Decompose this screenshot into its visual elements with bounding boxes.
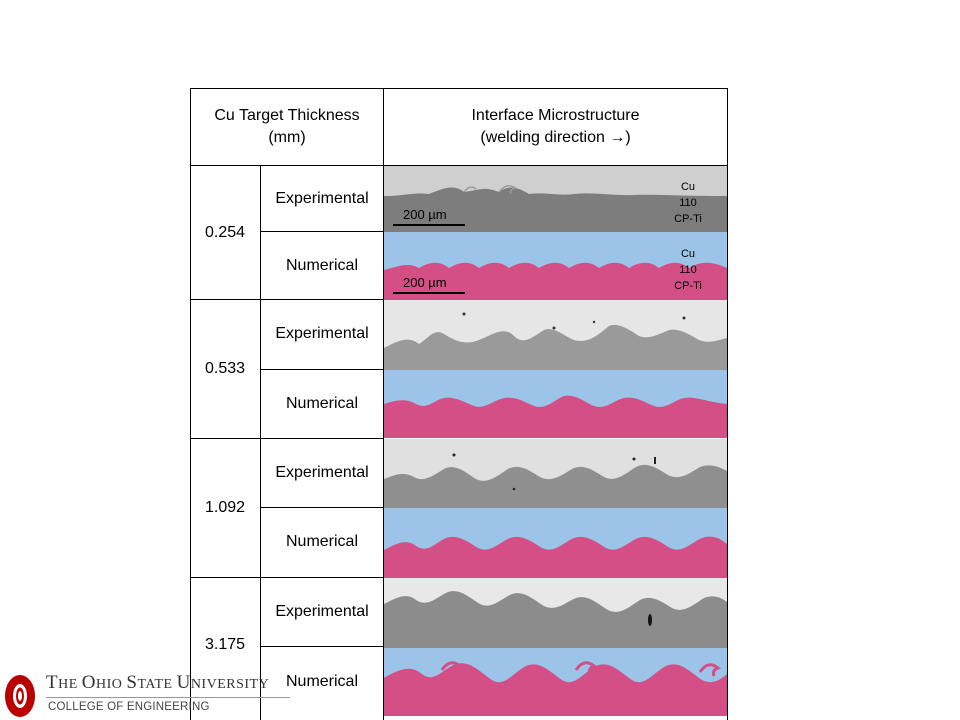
thickness-label: 3.175	[204, 636, 246, 653]
table-divider	[190, 165, 728, 166]
micrograph-numerical-0533	[384, 370, 727, 438]
method-label-numerical: Numerical	[285, 673, 358, 690]
college-name: COLLEGE OF ENGINEERING	[48, 701, 210, 713]
micrograph-numerical-1092	[384, 508, 727, 578]
table-divider	[260, 646, 384, 647]
table-divider	[190, 438, 384, 439]
thickness-label: 0.533	[204, 360, 246, 377]
micrograph-experimental-1092	[384, 439, 727, 508]
table-divider	[190, 299, 384, 300]
scale-bar-label: 200 µm	[403, 275, 447, 290]
university-name: THE OHIO STATE UNIVERSITY	[46, 672, 270, 693]
scale-bar-label: 200 µm	[403, 207, 447, 222]
table-border-right	[727, 88, 728, 720]
method-label-experimental: Experimental	[275, 464, 369, 481]
micrograph-experimental-3175	[384, 578, 727, 648]
micrograph-experimental-0533	[384, 300, 727, 370]
material-label: CP-Ti	[674, 213, 702, 225]
method-label-experimental: Experimental	[275, 603, 369, 620]
footer-divider	[46, 697, 290, 698]
material-label: CP-Ti	[674, 280, 702, 292]
osu-logo	[0, 668, 300, 720]
micrograph-experimental-0254	[384, 166, 727, 232]
method-label-numerical: Numerical	[285, 257, 358, 274]
table-divider	[260, 231, 384, 232]
thickness-label: 1.092	[204, 499, 246, 516]
micrograph-numerical-3175	[384, 648, 727, 716]
table-divider	[260, 165, 261, 720]
table-divider	[260, 369, 384, 370]
table-divider	[383, 88, 384, 720]
material-label: Cu	[680, 248, 696, 260]
material-label: 110	[679, 197, 697, 209]
table-border-left	[190, 88, 191, 720]
material-label: Cu	[680, 181, 696, 193]
method-label-experimental: Experimental	[275, 325, 369, 342]
micrograph-numerical-0254	[384, 232, 727, 300]
method-label-experimental: Experimental	[275, 190, 369, 207]
thickness-label: 0.254	[204, 224, 246, 241]
table-divider	[190, 577, 384, 578]
table-border-top	[190, 88, 728, 89]
header-microstructure: Interface Microstructure (welding direct…	[471, 107, 640, 146]
osu-block-o-icon	[5, 675, 35, 717]
table-divider	[260, 507, 384, 508]
method-label-numerical: Numerical	[285, 533, 358, 550]
method-label-numerical: Numerical	[285, 395, 358, 412]
material-label: 110	[679, 264, 697, 276]
header-thickness: Cu Target Thickness (mm)	[214, 107, 360, 146]
